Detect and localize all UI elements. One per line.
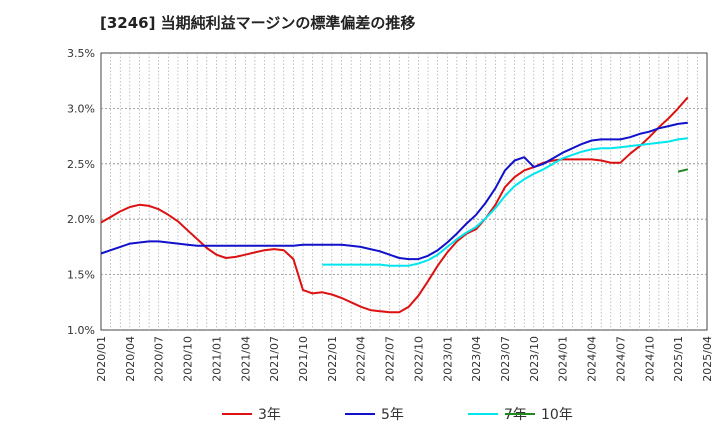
y-axis: 1.0% 1.5% 2.0% 2.5% 3.0% 3.5% [67, 47, 95, 337]
legend-label: 10年 [541, 407, 573, 423]
x-tick-label: 2023/04 [470, 336, 483, 382]
x-tick-label: 2023/10 [528, 336, 541, 382]
series-lines [100, 96, 689, 314]
legend-label: 3年 [258, 407, 281, 423]
x-tick-label: 2022/10 [412, 336, 425, 382]
x-tick-label: 2024/10 [643, 336, 656, 382]
x-tick-label: 2022/01 [326, 336, 339, 382]
x-tick-label: 2022/07 [384, 336, 397, 382]
series-line-7年 [322, 137, 688, 267]
legend-label: 5年 [381, 407, 404, 423]
x-tick-label: 2025/04 [701, 336, 714, 382]
x-tick-label: 2024/07 [614, 336, 627, 382]
chart-title: [3246] 当期純利益マージンの標準偏差の推移 [100, 14, 416, 32]
x-tick-label: 2021/10 [297, 336, 310, 382]
x-tick-label: 2020/01 [95, 336, 108, 382]
y-tick-label: 3.5% [67, 47, 95, 60]
series-line-10年 [677, 168, 689, 173]
x-tick-label: 2023/07 [499, 336, 512, 382]
x-tick-label: 2020/07 [153, 336, 166, 382]
x-tick-label: 2024/04 [586, 336, 599, 382]
x-tick-label: 2021/04 [239, 336, 252, 382]
series-line-5年 [100, 121, 688, 261]
x-tick-label: 2023/01 [441, 336, 454, 382]
plot-area [100, 52, 708, 331]
x-tick-label: 2020/04 [124, 336, 137, 382]
x-tick-label: 2020/10 [182, 336, 195, 382]
series-line-3年 [100, 96, 689, 314]
x-tick-label: 2025/01 [672, 336, 685, 382]
grid-lines [101, 53, 707, 330]
y-tick-label: 2.0% [67, 213, 95, 226]
x-tick-label: 2024/01 [557, 336, 570, 382]
x-tick-label: 2021/01 [210, 336, 223, 382]
y-tick-label: 2.5% [67, 158, 95, 171]
x-tick-label: 2021/07 [268, 336, 281, 382]
y-tick-label: 1.0% [67, 324, 95, 337]
y-tick-label: 1.5% [67, 269, 95, 282]
legend: 3年5年7年10年 [222, 407, 573, 423]
x-axis: 2020/01 2020/04 2020/07 2020/10 2021/01 2021/… [95, 336, 714, 382]
y-tick-label: 3.0% [67, 102, 95, 115]
x-tick-label: 2022/04 [355, 336, 368, 382]
